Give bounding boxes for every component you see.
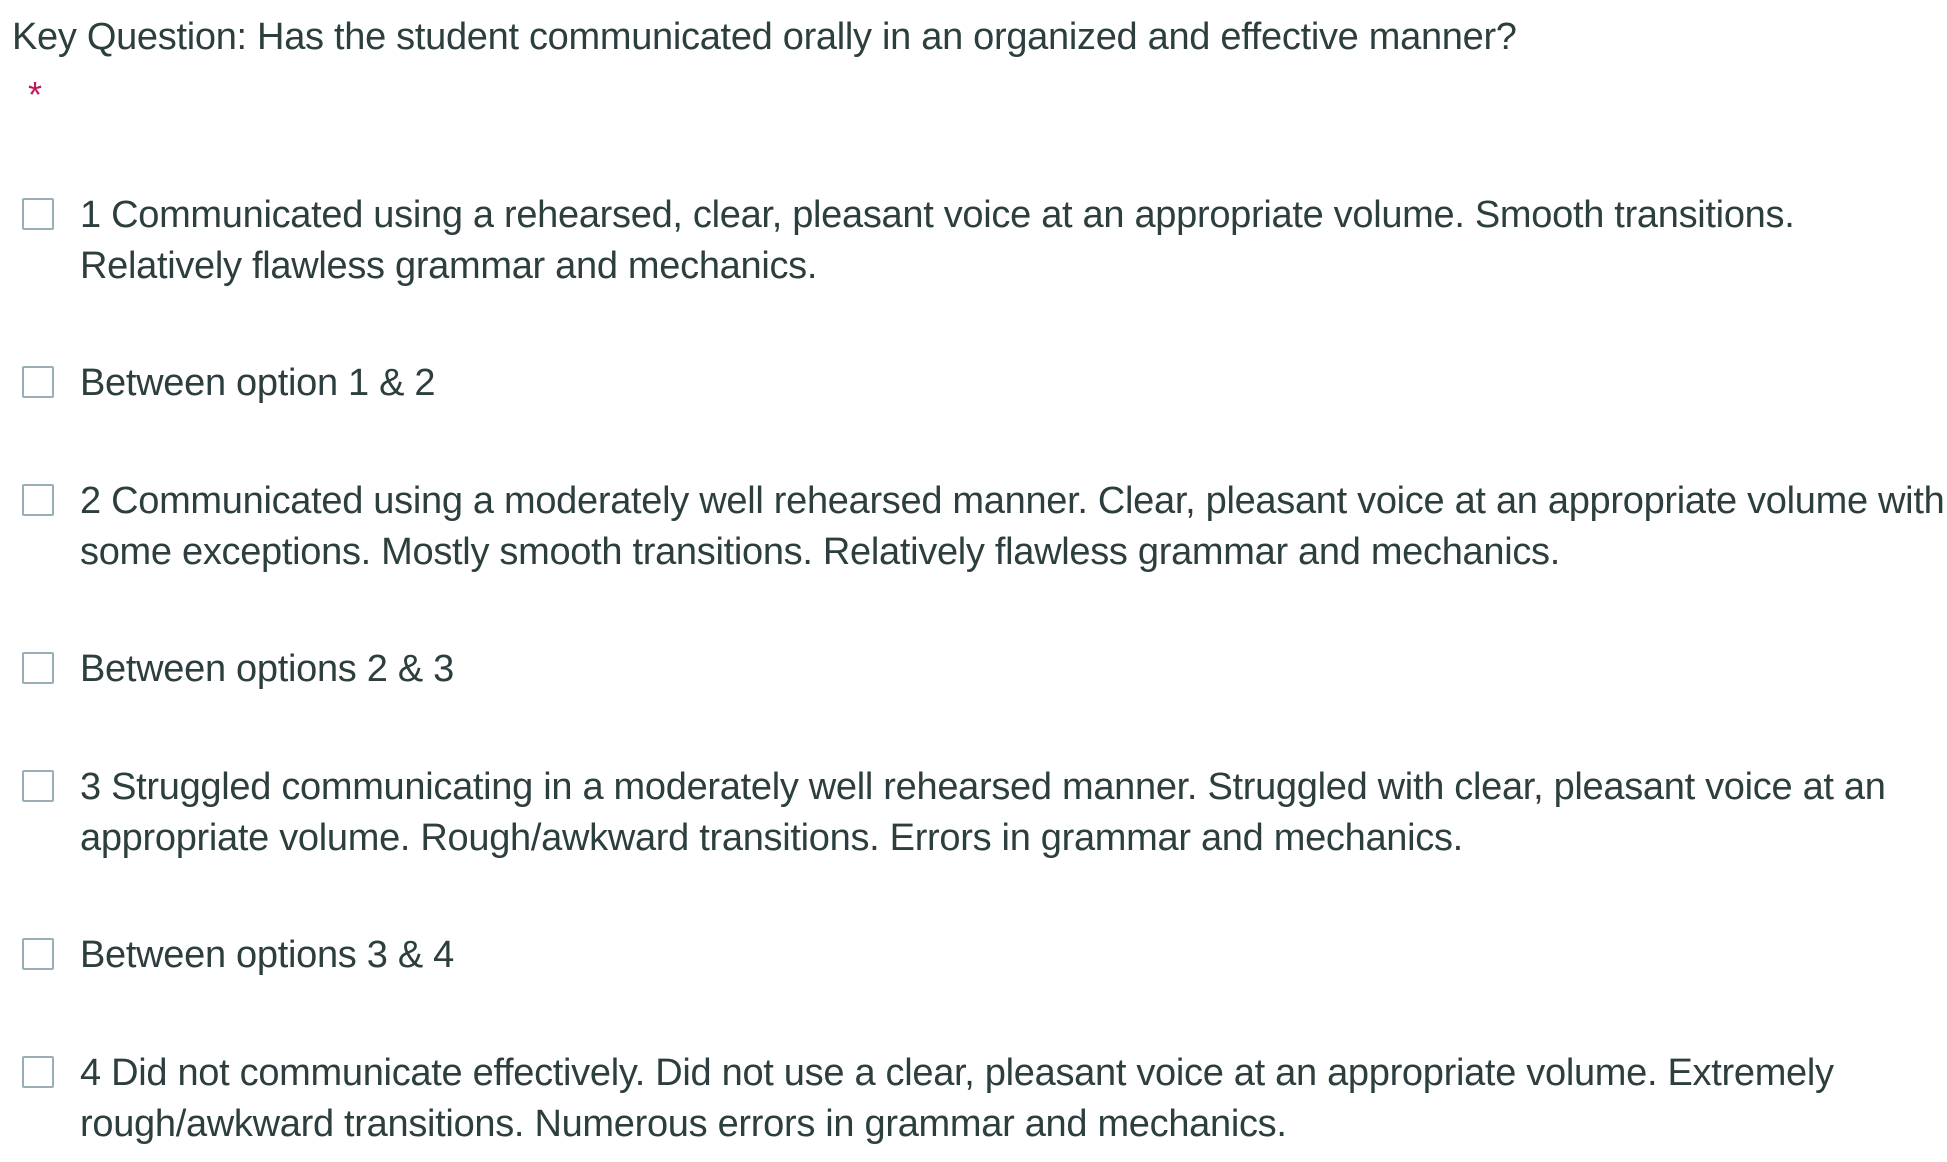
checkbox-option-3[interactable]	[22, 770, 54, 802]
option-label: Between option 1 & 2	[80, 358, 435, 409]
checkbox-option-1[interactable]	[22, 198, 54, 230]
checkbox-option-between-1-2[interactable]	[22, 366, 54, 398]
option-row: Between options 3 & 4	[22, 930, 1947, 981]
checkbox-wrap	[22, 644, 54, 684]
option-row: 4 Did not communicate effectively. Did n…	[22, 1048, 1947, 1151]
option-row: Between option 1 & 2	[22, 358, 1947, 409]
checkbox-wrap	[22, 762, 54, 802]
checkbox-wrap	[22, 476, 54, 516]
checkbox-wrap	[22, 930, 54, 970]
question-title: Key Question: Has the student communicat…	[12, 16, 1517, 58]
checkbox-option-4[interactable]	[22, 1056, 54, 1088]
option-row: Between options 2 & 3	[22, 644, 1947, 695]
option-row: 3 Struggled communicating in a moderatel…	[22, 762, 1947, 865]
option-row: 2 Communicated using a moderately well r…	[22, 476, 1947, 579]
option-label: Between options 3 & 4	[80, 930, 454, 981]
option-label: 1 Communicated using a rehearsed, clear,…	[80, 190, 1947, 293]
required-asterisk-icon: *	[28, 71, 1947, 120]
option-label: 2 Communicated using a moderately well r…	[80, 476, 1947, 579]
checkbox-wrap	[22, 1048, 54, 1088]
option-label: 4 Did not communicate effectively. Did n…	[80, 1048, 1947, 1151]
options-list: 1 Communicated using a rehearsed, clear,…	[8, 190, 1947, 1150]
question-header: Key Question: Has the student communicat…	[8, 12, 1947, 120]
option-row: 1 Communicated using a rehearsed, clear,…	[22, 190, 1947, 293]
checkbox-option-between-2-3[interactable]	[22, 652, 54, 684]
checkbox-wrap	[22, 190, 54, 230]
checkbox-option-2[interactable]	[22, 484, 54, 516]
option-label: 3 Struggled communicating in a moderatel…	[80, 762, 1947, 865]
checkbox-option-between-3-4[interactable]	[22, 938, 54, 970]
option-label: Between options 2 & 3	[80, 644, 454, 695]
checkbox-wrap	[22, 358, 54, 398]
